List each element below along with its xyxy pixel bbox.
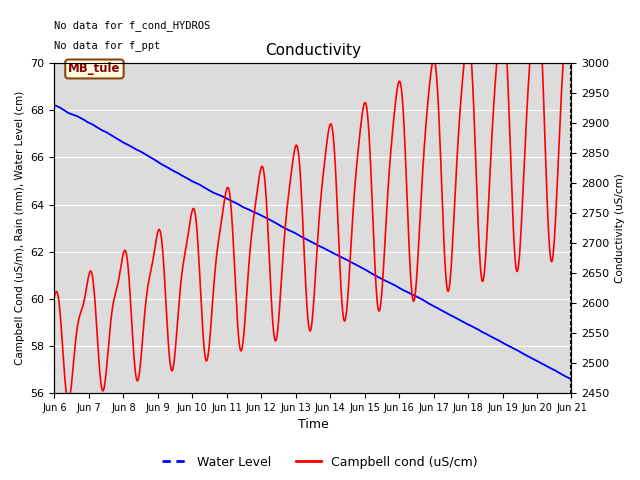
Text: No data for f_cond_HYDROS: No data for f_cond_HYDROS <box>54 20 211 31</box>
Y-axis label: Conductivity (uS/cm): Conductivity (uS/cm) <box>615 173 625 283</box>
X-axis label: Time: Time <box>298 419 328 432</box>
Y-axis label: Campbell Cond (uS/m), Rain (mm), Water Level (cm): Campbell Cond (uS/m), Rain (mm), Water L… <box>15 91 25 365</box>
Text: No data for f_ppt: No data for f_ppt <box>54 40 161 51</box>
Title: Conductivity: Conductivity <box>265 43 361 58</box>
Legend: Water Level, Campbell cond (uS/cm): Water Level, Campbell cond (uS/cm) <box>157 451 483 474</box>
Text: MB_tule: MB_tule <box>68 62 121 75</box>
